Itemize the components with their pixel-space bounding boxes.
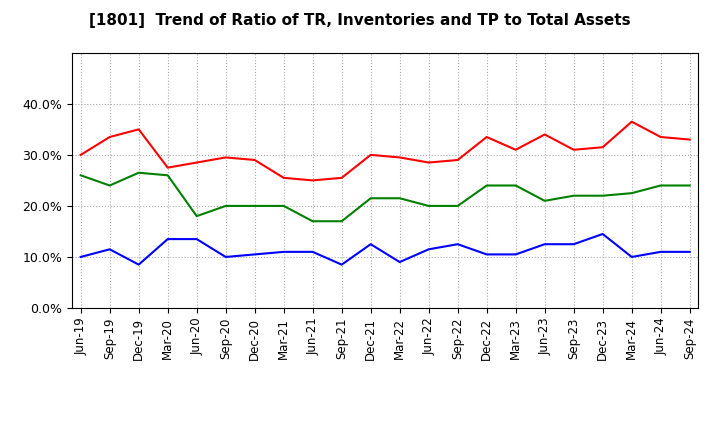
Inventories (221, 254, 230, 260)
Trade Payables (308, 219, 317, 224)
Inventories (366, 242, 375, 247)
Trade Payables (454, 203, 462, 209)
Trade Receivables (570, 147, 578, 152)
Trade Payables (163, 172, 172, 178)
Trade Payables (338, 219, 346, 224)
Trade Receivables (76, 152, 85, 158)
Trade Receivables (163, 165, 172, 170)
Trade Payables (192, 213, 201, 219)
Trade Receivables (135, 127, 143, 132)
Line: Trade Receivables: Trade Receivables (81, 122, 690, 180)
Inventories (308, 249, 317, 254)
Inventories (424, 247, 433, 252)
Inventories (135, 262, 143, 267)
Trade Payables (511, 183, 520, 188)
Inventories (395, 260, 404, 265)
Line: Inventories: Inventories (81, 234, 690, 264)
Trade Receivables (598, 145, 607, 150)
Trade Payables (279, 203, 288, 209)
Trade Payables (76, 172, 85, 178)
Inventories (192, 236, 201, 242)
Inventories (511, 252, 520, 257)
Inventories (685, 249, 694, 254)
Trade Payables (541, 198, 549, 203)
Inventories (338, 262, 346, 267)
Trade Payables (135, 170, 143, 176)
Inventories (251, 252, 259, 257)
Trade Payables (482, 183, 491, 188)
Trade Receivables (395, 155, 404, 160)
Inventories (598, 231, 607, 237)
Inventories (163, 236, 172, 242)
Trade Receivables (541, 132, 549, 137)
Trade Payables (657, 183, 665, 188)
Inventories (627, 254, 636, 260)
Trade Receivables (657, 134, 665, 139)
Trade Payables (221, 203, 230, 209)
Trade Receivables (366, 152, 375, 158)
Trade Payables (366, 196, 375, 201)
Text: [1801]  Trend of Ratio of TR, Inventories and TP to Total Assets: [1801] Trend of Ratio of TR, Inventories… (89, 13, 631, 28)
Trade Receivables (221, 155, 230, 160)
Inventories (657, 249, 665, 254)
Trade Receivables (308, 178, 317, 183)
Trade Receivables (454, 158, 462, 163)
Trade Receivables (279, 175, 288, 180)
Trade Receivables (192, 160, 201, 165)
Trade Receivables (511, 147, 520, 152)
Line: Trade Payables: Trade Payables (81, 173, 690, 221)
Inventories (105, 247, 114, 252)
Inventories (570, 242, 578, 247)
Trade Receivables (424, 160, 433, 165)
Trade Payables (570, 193, 578, 198)
Inventories (454, 242, 462, 247)
Trade Receivables (338, 175, 346, 180)
Trade Payables (685, 183, 694, 188)
Trade Payables (424, 203, 433, 209)
Trade Payables (395, 196, 404, 201)
Trade Payables (598, 193, 607, 198)
Trade Payables (105, 183, 114, 188)
Inventories (76, 254, 85, 260)
Inventories (541, 242, 549, 247)
Trade Receivables (482, 134, 491, 139)
Inventories (279, 249, 288, 254)
Trade Receivables (251, 158, 259, 163)
Trade Receivables (685, 137, 694, 142)
Trade Payables (251, 203, 259, 209)
Trade Payables (627, 191, 636, 196)
Trade Receivables (105, 134, 114, 139)
Trade Receivables (627, 119, 636, 125)
Inventories (482, 252, 491, 257)
Legend: Trade Receivables, Inventories, Trade Payables: Trade Receivables, Inventories, Trade Pa… (155, 437, 616, 440)
